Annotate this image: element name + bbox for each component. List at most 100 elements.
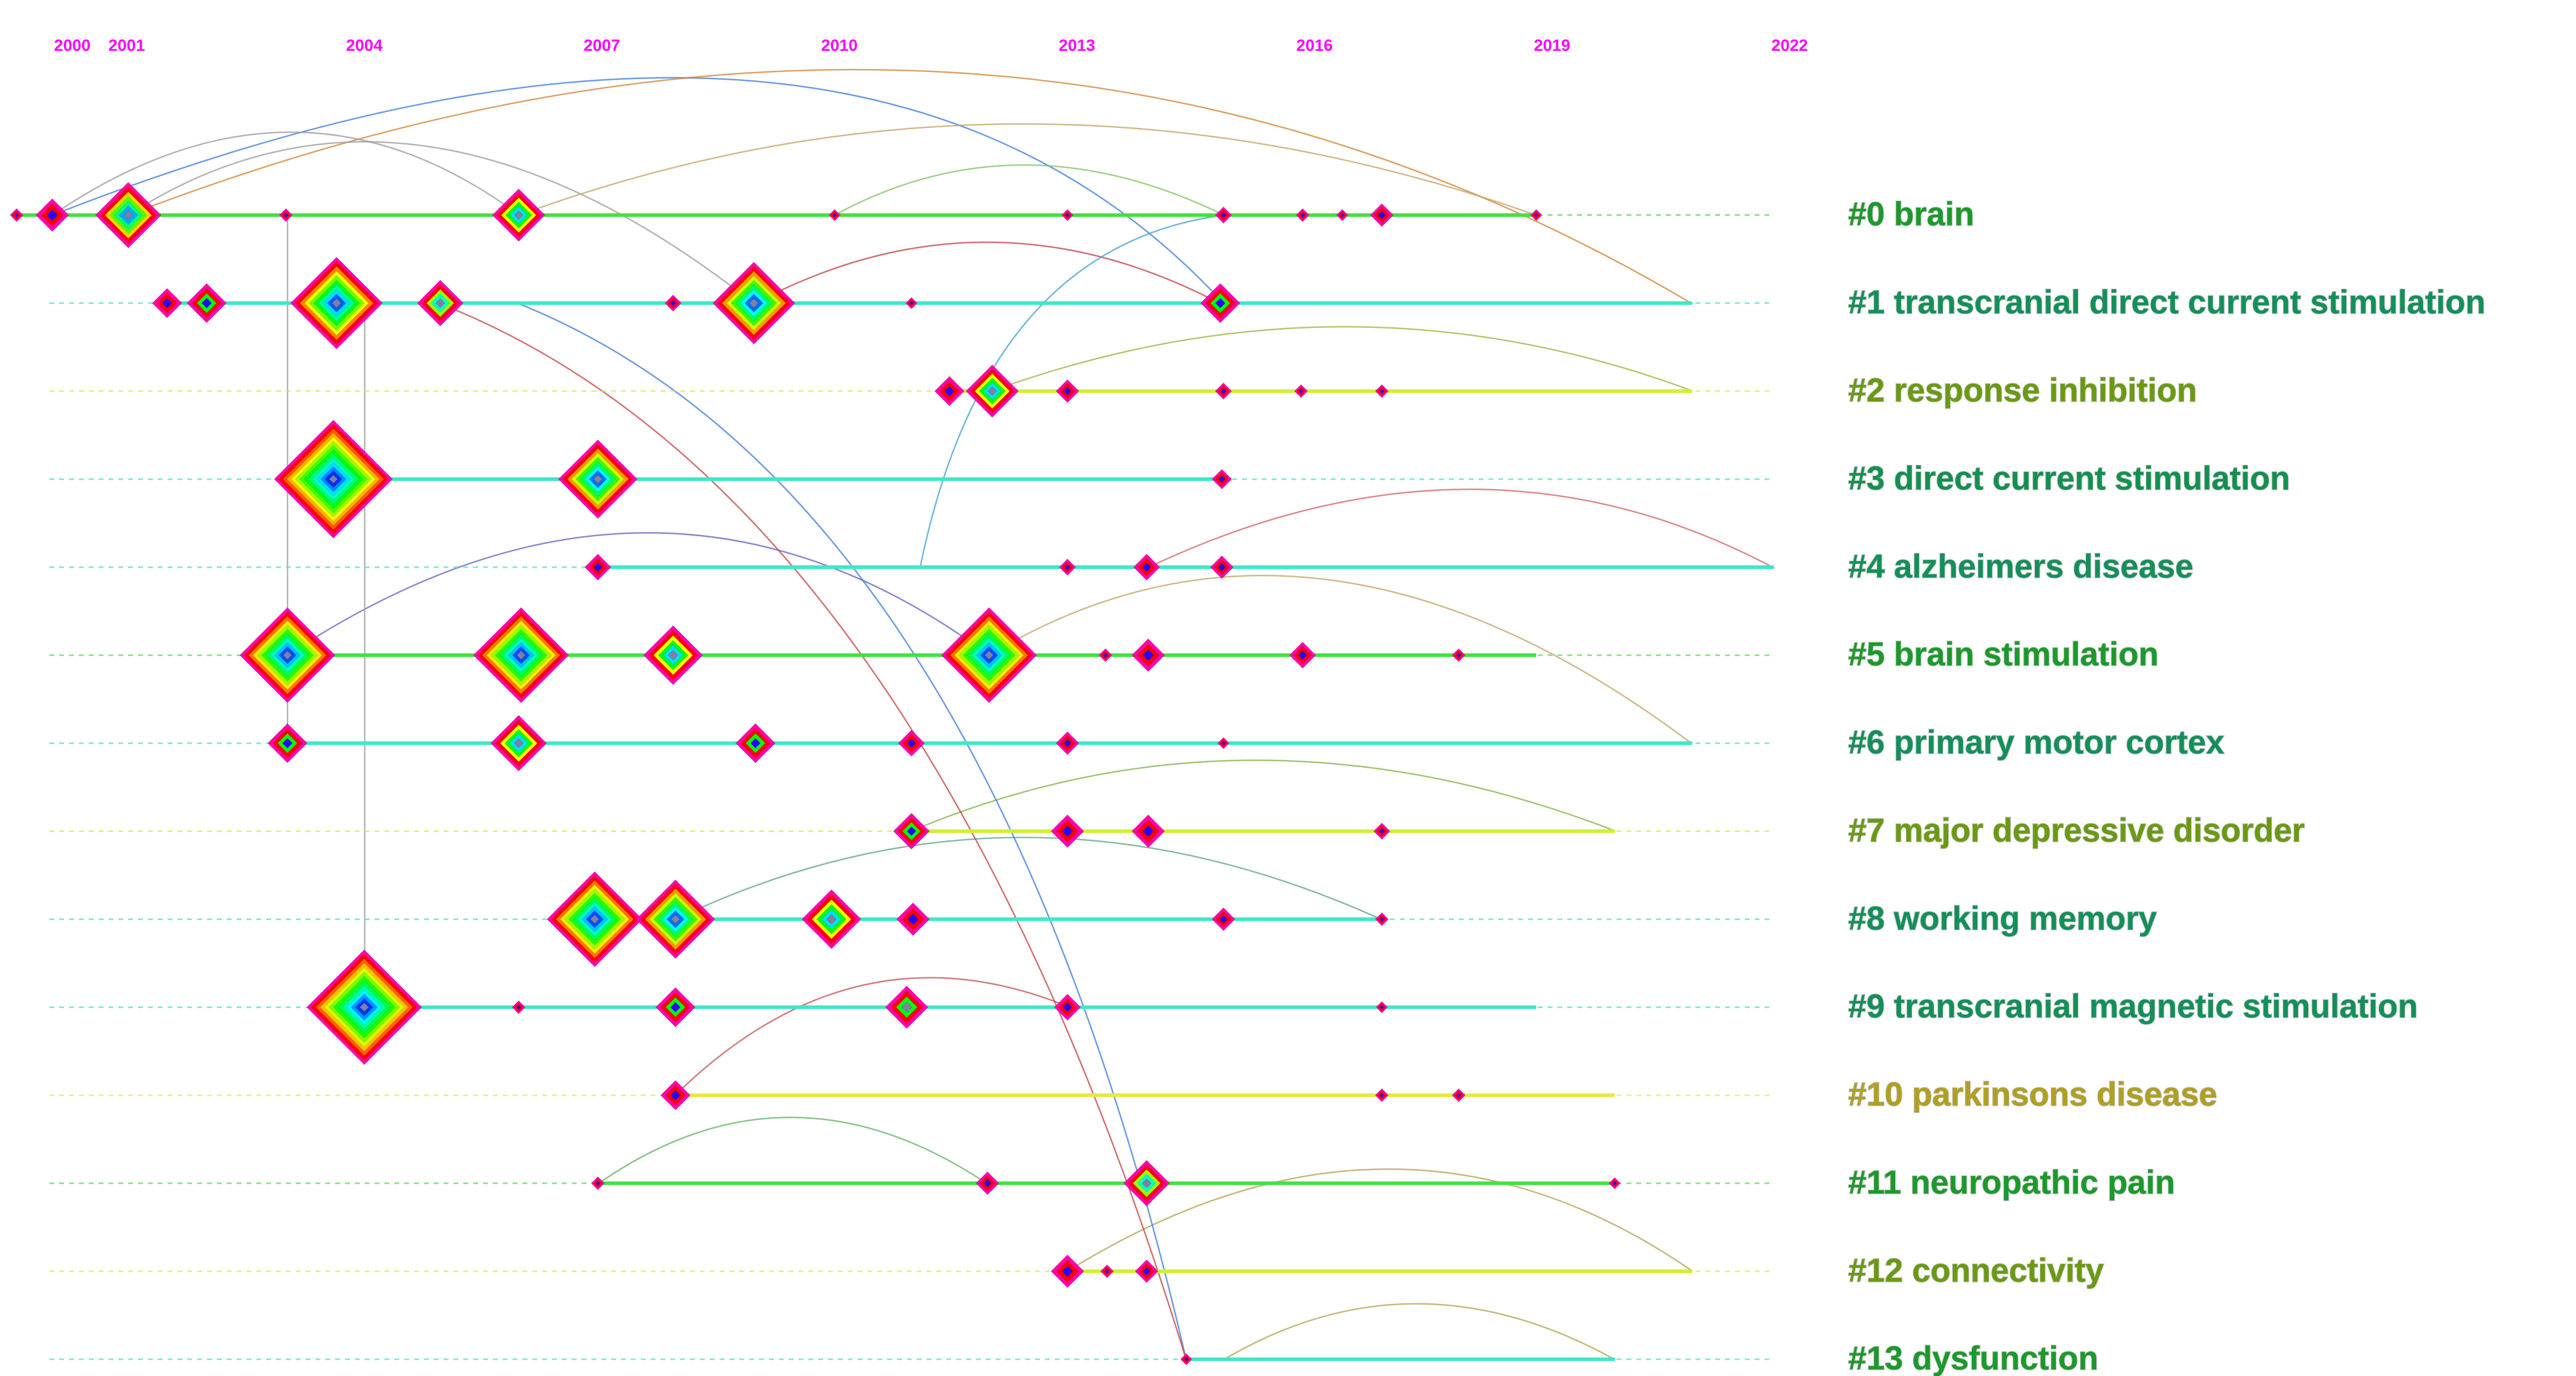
node: [492, 188, 546, 242]
node-ring: [516, 1005, 521, 1010]
node: [1373, 823, 1391, 840]
node: [267, 723, 308, 764]
node: [896, 902, 930, 936]
node: [1123, 1159, 1170, 1207]
node: [934, 376, 965, 406]
node-ring: [514, 738, 524, 749]
node: [511, 1000, 526, 1014]
x-tick-label: 2013: [1059, 36, 1095, 55]
citation-link: [989, 574, 1693, 745]
node-ring: [1061, 1265, 1074, 1277]
node-ring: [1220, 212, 1227, 218]
node-ring: [1217, 562, 1226, 571]
cluster-label: #1 transcranial direct current stimulati…: [1848, 284, 2486, 321]
citation-link: [440, 303, 1187, 1360]
citation-link: [518, 303, 1187, 1360]
node: [965, 364, 1019, 418]
node-ring: [1142, 825, 1154, 837]
cluster-label: #0 brain: [1848, 196, 1974, 233]
x-tick-label: 2001: [108, 36, 145, 55]
node: [279, 208, 293, 223]
x-tick-label: 2007: [583, 36, 620, 55]
node-ring: [595, 1180, 601, 1186]
citation-link: [834, 164, 1224, 216]
x-tick-label: 2019: [1534, 36, 1570, 55]
node: [95, 182, 162, 249]
node: [10, 208, 24, 223]
node-ring: [359, 1002, 370, 1012]
node: [1452, 1088, 1466, 1102]
cluster-label: #12 connectivity: [1848, 1252, 2104, 1289]
node: [1370, 203, 1394, 227]
node: [941, 607, 1037, 703]
node: [584, 553, 612, 581]
node: [1098, 648, 1112, 662]
node: [898, 730, 926, 757]
node-ring: [1061, 825, 1074, 837]
node-ring: [1104, 1268, 1110, 1274]
node: [1053, 993, 1081, 1021]
node-ring: [1298, 650, 1308, 660]
node: [1211, 468, 1233, 490]
citation-link: [754, 241, 1221, 305]
node: [1608, 1177, 1621, 1190]
citation-link: [52, 131, 520, 216]
node-ring: [909, 301, 914, 306]
cluster-label: #3 direct current stimulation: [1848, 459, 2290, 496]
cluster-label: #11 neuropathic pain: [1848, 1164, 2175, 1200]
node-ring: [1063, 739, 1072, 748]
cluster-label: #7 major depressive disorder: [1848, 812, 2305, 849]
node-ring: [1456, 1092, 1461, 1098]
node: [417, 280, 464, 327]
node-ring: [906, 738, 917, 748]
citation-link: [598, 1117, 988, 1185]
node: [1215, 207, 1232, 224]
node-ring: [14, 212, 20, 218]
node-ring: [670, 1002, 681, 1013]
node: [1452, 648, 1466, 662]
node: [884, 985, 929, 1029]
node: [239, 607, 336, 703]
node: [1375, 912, 1389, 927]
node-ring: [1219, 915, 1228, 924]
node-ring: [1064, 564, 1071, 571]
node-ring: [1298, 388, 1304, 394]
node-ring: [1065, 212, 1070, 218]
cluster-label: #4 alzheimers disease: [1848, 548, 2193, 584]
node: [558, 439, 638, 519]
node-ring: [201, 298, 212, 309]
node: [829, 209, 841, 221]
node: [1375, 384, 1389, 398]
node: [490, 715, 547, 772]
cluster-label: #2 response inhibition: [1848, 372, 2197, 409]
node: [664, 294, 682, 312]
node-ring: [161, 298, 173, 309]
citation-link: [674, 977, 1068, 1096]
citation-link: [518, 123, 1537, 216]
node-ring: [1184, 1357, 1189, 1362]
node: [1210, 555, 1234, 579]
node: [1180, 1353, 1193, 1366]
node-ring: [750, 737, 761, 749]
node-ring: [332, 298, 342, 308]
cluster-label: #5 brain stimulation: [1848, 636, 2158, 673]
node-ring: [46, 209, 58, 221]
node: [473, 607, 570, 703]
x-tick-label: 2016: [1296, 36, 1333, 55]
node-ring: [593, 474, 603, 484]
node-ring: [984, 650, 994, 660]
node-ring: [123, 209, 134, 220]
node: [655, 987, 696, 1028]
node-ring: [987, 386, 998, 396]
node: [274, 420, 393, 539]
citation-link: [1146, 488, 1775, 569]
node-ring: [514, 210, 524, 220]
node-ring: [516, 650, 526, 660]
node-ring: [1378, 828, 1385, 834]
node: [1375, 1001, 1388, 1014]
citation-link: [674, 836, 1382, 921]
node: [1215, 382, 1232, 400]
node: [1061, 209, 1074, 221]
